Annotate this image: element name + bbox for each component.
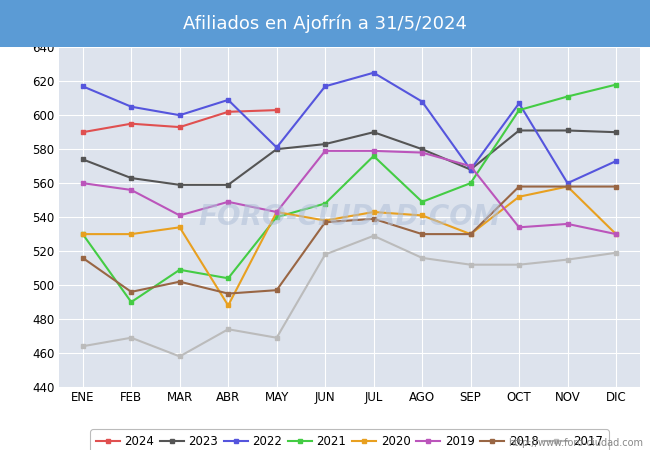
- Text: FORO-CIUDAD.COM: FORO-CIUDAD.COM: [198, 203, 500, 231]
- Legend: 2024, 2023, 2022, 2021, 2020, 2019, 2018, 2017: 2024, 2023, 2022, 2021, 2020, 2019, 2018…: [90, 429, 608, 450]
- Text: http://www.foro-ciudad.com: http://www.foro-ciudad.com: [508, 438, 644, 448]
- Text: Afiliados en Ajofrín a 31/5/2024: Afiliados en Ajofrín a 31/5/2024: [183, 14, 467, 33]
